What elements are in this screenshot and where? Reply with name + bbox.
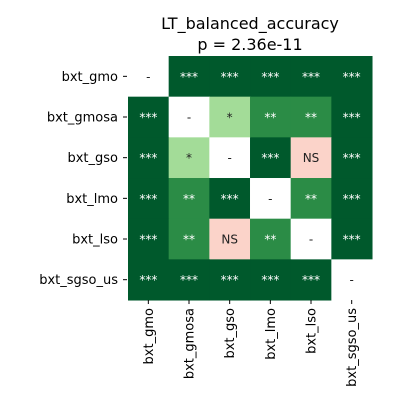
heatmap-cell	[168, 178, 210, 220]
heatmap-cell-label: -	[268, 192, 272, 206]
heatmap-cell-label: -	[146, 70, 150, 84]
column-tick-label: bxt_lmo	[264, 308, 279, 360]
heatmap-cell	[290, 218, 332, 260]
heatmap-cell-label: ***	[261, 273, 279, 287]
heatmap-cell-label: ***	[139, 273, 157, 287]
heatmap-cell-label: NS	[303, 151, 320, 165]
heatmap-cell-label: ***	[261, 70, 279, 84]
heatmap-cell	[209, 218, 251, 260]
heatmap-cell-label: ***	[261, 151, 279, 165]
heatmap-cell	[168, 259, 210, 301]
heatmap-cell-label: ***	[343, 111, 361, 125]
heatmap-cell-label: ***	[139, 233, 157, 247]
heatmap-cell	[128, 218, 170, 260]
heatmap-cell	[209, 56, 251, 98]
heatmap-cell	[209, 259, 251, 301]
heatmap-cell	[128, 259, 170, 301]
heatmap-cells: - *** *** *** *** ****** - * ** ** ****** * - *** NS **…	[128, 56, 373, 301]
heatmap-cell	[290, 178, 332, 220]
heatmap-cell	[168, 56, 210, 98]
heatmap-cell-label: NS	[221, 233, 238, 247]
heatmap-cell-label: ***	[302, 273, 320, 287]
row-tick-labels: bxt_gmo bxt_gmosa bxt_gso bxt_lmo bxt_lsobxt…	[39, 70, 127, 288]
row-tick-label: bxt_lso	[72, 233, 118, 248]
heatmap-cell	[331, 56, 373, 98]
heatmap-cell-label: ***	[343, 151, 361, 165]
heatmap-cell-label: ***	[221, 70, 239, 84]
heatmap-cell-label: ***	[180, 70, 198, 84]
heatmap-cell	[250, 96, 292, 138]
heatmap-cell-label: ***	[343, 192, 361, 206]
column-tick-label: bxt_gmosa	[183, 308, 198, 379]
heatmap-cell-label: ***	[343, 70, 361, 84]
heatmap-cell	[290, 259, 332, 301]
heatmap-cell	[250, 259, 292, 301]
column-tick-label: bxt_gmo	[142, 308, 157, 364]
heatmap-cell-label: ***	[302, 70, 320, 84]
heatmap-cell	[250, 137, 292, 179]
heatmap-cell	[168, 137, 210, 179]
row-tick-label: bxt_sgso_us	[39, 273, 118, 288]
heatmap-cell-label: ***	[139, 111, 157, 125]
heatmap-cell-label: -	[187, 111, 191, 125]
column-tick-label: bxt_gso	[223, 308, 238, 359]
heatmap-cell-label: ***	[221, 273, 239, 287]
heatmap-cell	[209, 178, 251, 220]
heatmap-cell	[331, 259, 373, 301]
heatmap-cell	[290, 56, 332, 98]
heatmap-cell-label: ***	[139, 151, 157, 165]
heatmap-cell	[290, 137, 332, 179]
heatmap-cell-label: ***	[221, 192, 239, 206]
chart-subtitle: p = 2.36e-11	[197, 35, 302, 54]
heatmap-cell	[128, 96, 170, 138]
column-tick-label: bxt_lso	[305, 308, 320, 354]
heatmap-cell-label: *	[186, 151, 192, 165]
heatmap-cell-label: **	[264, 233, 276, 247]
heatmap-cell-label: **	[305, 111, 317, 125]
heatmap-cell	[331, 137, 373, 179]
heatmap-cell	[128, 56, 170, 98]
heatmap-cell	[128, 137, 170, 179]
column-tick-labels: bxt_gmo bxt_gmosa bxt_gso bxt_lmo bxt_lso bxt…	[142, 300, 360, 387]
heatmap-cell	[209, 96, 251, 138]
heatmap-cell-label: -	[350, 273, 354, 287]
heatmap-cell-label: **	[264, 111, 276, 125]
heatmap-cell-label: ***	[343, 233, 361, 247]
heatmap-cell	[168, 218, 210, 260]
row-tick-label: bxt_gmosa	[47, 111, 118, 126]
heatmap-cell	[331, 218, 373, 260]
row-tick-label: bxt_gso	[67, 151, 118, 166]
heatmap-cell	[209, 137, 251, 179]
heatmap-cell	[250, 218, 292, 260]
heatmap-cell-label: -	[309, 233, 313, 247]
heatmap-cell	[250, 56, 292, 98]
heatmap-cell-label: -	[228, 151, 232, 165]
column-tick-label: bxt_sgso_us	[345, 308, 360, 387]
heatmap-cell	[250, 178, 292, 220]
row-tick-label: bxt_gmo	[62, 70, 118, 85]
heatmap-cell-label: ***	[180, 273, 198, 287]
chart-title: LT_balanced_accuracy	[161, 14, 339, 34]
heatmap-cell	[331, 178, 373, 220]
heatmap-cell	[331, 96, 373, 138]
heatmap-cell-label: **	[183, 233, 195, 247]
row-tick-label: bxt_lmo	[66, 192, 118, 207]
heatmap-cell-label: **	[183, 192, 195, 206]
heatmap-cell-label: *	[227, 111, 233, 125]
heatmap-cell	[128, 178, 170, 220]
heatmap-cell	[290, 96, 332, 138]
heatmap-cell	[168, 96, 210, 138]
heatmap-cell-label: ***	[139, 192, 157, 206]
heatmap-cell-label: **	[305, 192, 317, 206]
